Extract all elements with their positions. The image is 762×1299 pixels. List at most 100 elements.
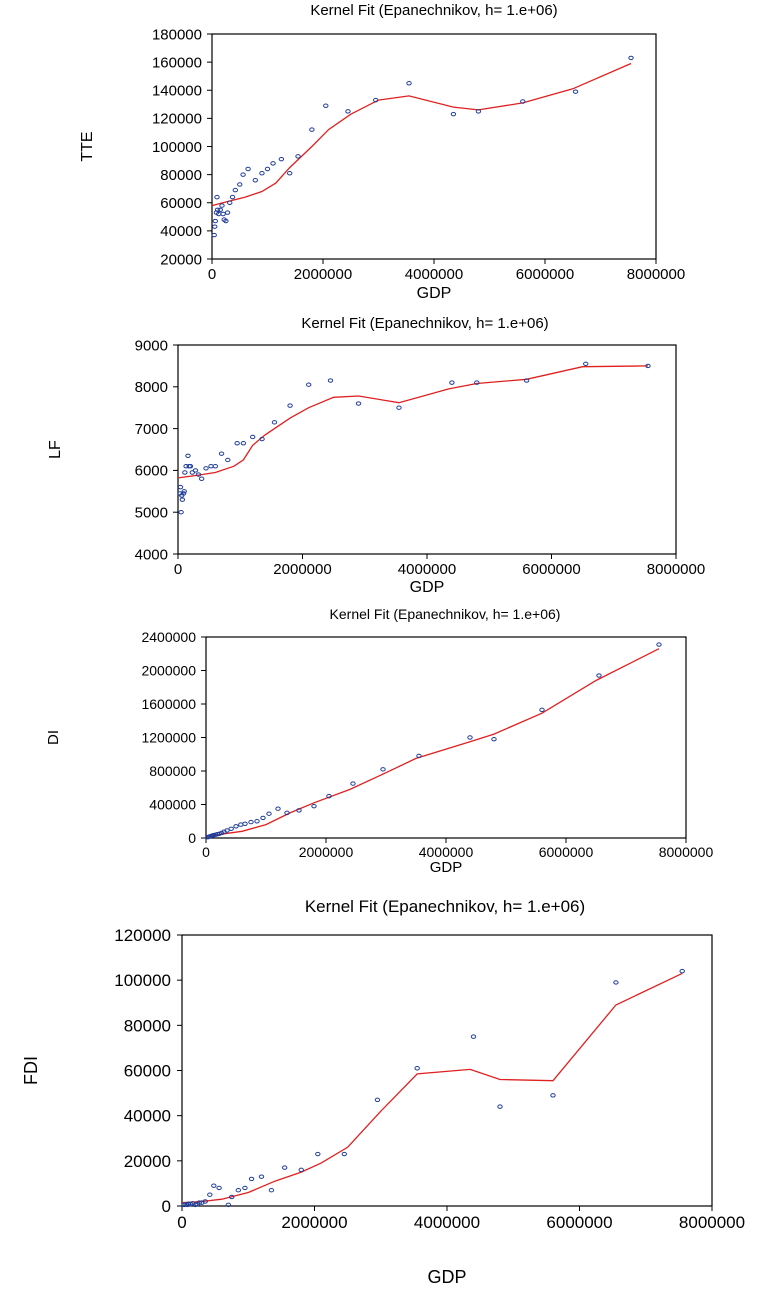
data-point	[224, 828, 230, 833]
x-tick-label: 8000000	[679, 1213, 745, 1232]
data-point	[254, 819, 260, 824]
data-point	[416, 753, 422, 759]
data-point	[414, 1066, 420, 1071]
data-point	[260, 815, 266, 821]
data-point	[179, 497, 186, 502]
data-point	[341, 1151, 348, 1157]
data-point	[242, 1185, 248, 1191]
y-tick-label: 20000	[160, 251, 202, 268]
y-tick-label: 160000	[152, 54, 202, 71]
data-point	[185, 453, 191, 458]
data-point	[187, 464, 194, 469]
data-point	[212, 224, 218, 229]
x-tick-label: 4000000	[414, 1213, 480, 1232]
x-axis-label: GDP	[427, 1267, 466, 1287]
y-tick-label: 8000	[135, 379, 168, 396]
x-tick-label: 2000000	[299, 844, 354, 860]
data-point	[218, 451, 225, 456]
y-tick-label: 60000	[124, 1061, 171, 1080]
data-point	[345, 109, 351, 114]
data-point	[355, 401, 362, 406]
data-point	[309, 127, 315, 132]
data-point	[275, 806, 281, 811]
x-axis-label: GDP	[410, 579, 445, 596]
data-point	[233, 824, 239, 829]
data-point	[296, 808, 302, 813]
data-point	[192, 468, 199, 473]
y-tick-label: 0	[188, 830, 196, 846]
x-tick-label: 8000000	[627, 266, 685, 283]
x-tick-label: 2000000	[281, 1213, 347, 1232]
data-point	[237, 182, 243, 187]
data-point	[234, 441, 240, 446]
data-point	[679, 968, 685, 974]
x-tick-label: 0	[202, 844, 210, 860]
data-point	[284, 810, 290, 816]
y-tick-label: 120000	[152, 111, 202, 128]
data-point	[287, 171, 293, 176]
x-tick-label: 6000000	[522, 561, 580, 578]
data-point	[235, 1187, 242, 1193]
y-tick-label: 1200000	[141, 729, 196, 745]
data-point	[497, 1104, 503, 1109]
y-tick-label: 6000	[135, 463, 168, 480]
data-point	[227, 200, 233, 205]
data-point	[656, 642, 662, 647]
data-point	[220, 211, 226, 217]
data-point	[207, 1192, 213, 1197]
data-point	[266, 811, 272, 816]
y-tick-label: 140000	[152, 83, 202, 100]
plot-frame	[211, 33, 657, 260]
data-point	[539, 707, 545, 713]
y-axis-label: TTE	[79, 131, 96, 161]
data-point	[219, 203, 225, 208]
data-point	[311, 803, 317, 809]
data-point	[259, 436, 265, 442]
plot-frame	[205, 636, 687, 839]
kernel-fit-line	[181, 972, 683, 1204]
data-point	[250, 434, 256, 440]
y-axis-label: FDI	[21, 1056, 41, 1085]
data-point	[225, 457, 231, 463]
data-point	[550, 1093, 556, 1098]
data-point	[242, 821, 248, 826]
y-tick-label: 2000000	[141, 662, 196, 678]
x-tick-label: 4000000	[398, 561, 456, 578]
x-tick-label: 0	[177, 1213, 186, 1232]
data-point	[178, 510, 184, 515]
y-tick-label: 40000	[160, 223, 202, 240]
x-tick-label: 2000000	[273, 561, 331, 578]
data-point	[306, 382, 312, 387]
kernel-fit-line	[177, 365, 649, 479]
data-point	[406, 81, 412, 86]
data-point	[374, 1097, 381, 1103]
data-point	[202, 1199, 208, 1204]
data-point	[326, 793, 332, 799]
data-point	[214, 207, 221, 212]
y-tick-label: 400000	[149, 796, 196, 812]
data-point	[240, 441, 247, 446]
chart-panel-fdi: Kernel Fit (Epanechnikov, h= 1.e+06) 0 200…	[21, 897, 745, 1287]
data-point	[645, 363, 651, 369]
data-point	[373, 97, 379, 103]
chart-title: Kernel Fit (Epanechnikov, h= 1.e+06)	[301, 315, 548, 332]
kernel-fit-line	[205, 648, 660, 837]
data-point	[180, 491, 187, 496]
y-tick-label: 20000	[124, 1152, 171, 1171]
data-point	[491, 736, 497, 742]
data-point	[211, 232, 217, 238]
y-tick-label: 9000	[135, 337, 168, 354]
data-point	[628, 55, 634, 61]
data-point	[474, 380, 480, 385]
data-point	[182, 470, 188, 475]
y-tick-label: 80000	[160, 167, 202, 184]
data-point	[177, 484, 184, 490]
data-point	[224, 210, 231, 215]
y-tick-label: 2400000	[141, 629, 196, 645]
y-axis-label: DI	[45, 730, 62, 745]
data-point	[298, 1167, 304, 1173]
data-point	[475, 109, 482, 114]
data-point	[467, 735, 473, 740]
y-tick-label: 800000	[149, 763, 196, 779]
data-point	[248, 1176, 255, 1182]
